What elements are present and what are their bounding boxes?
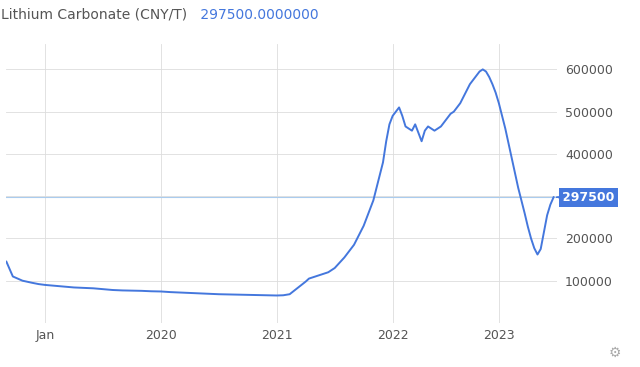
Text: ⚙: ⚙: [608, 346, 621, 360]
Text: Lithium Carbonate (CNY/T): Lithium Carbonate (CNY/T): [1, 8, 187, 22]
Text: 297500: 297500: [563, 191, 614, 204]
Text: 297500.0000000: 297500.0000000: [196, 8, 319, 22]
